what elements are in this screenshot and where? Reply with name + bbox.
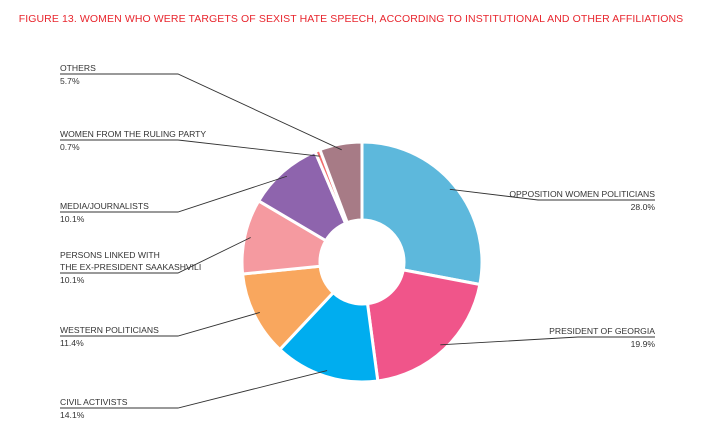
slice-label-others: OTHERS — [60, 63, 96, 73]
slice-label-western-politicians: WESTERN POLITICIANS — [60, 325, 159, 335]
slice-civil-activists — [277, 290, 380, 384]
slice-label-president-of-georgia: PRESIDENT OF GEORGIA — [549, 326, 655, 336]
chart-title: FIGURE 13. WOMEN WHO WERE TARGETS OF SEX… — [19, 13, 684, 25]
slice-value-president-of-georgia: 19.9% — [631, 339, 656, 349]
leader-line-women-from-the-ruling-party — [60, 139, 320, 157]
slice-value-persons-linked-with-the-ex-president-saakashvili: 10.1% — [60, 275, 85, 285]
slice-president-of-georgia — [365, 268, 482, 383]
slice-value-others: 5.7% — [60, 76, 80, 86]
leader-line-others — [60, 73, 342, 151]
leader-line-president-of-georgia — [440, 336, 655, 346]
slice-value-women-from-the-ruling-party: 0.7% — [60, 142, 80, 152]
slice-label-civil-activists: CIVIL ACTIVISTS — [60, 397, 128, 407]
slice-opposition-women-politicians — [360, 140, 484, 287]
slice-label-women-from-the-ruling-party: WOMEN FROM THE RULING PARTY — [60, 129, 206, 139]
slice-value-western-politicians: 11.4% — [60, 338, 84, 348]
slice-value-media-journalists: 10.1% — [60, 214, 85, 224]
slice-value-civil-activists: 14.1% — [60, 410, 85, 420]
slice-label-persons-linked-with-the-ex-president-saakashvili-line-2: THE EX-PRESIDENT SAAKASHVILI — [60, 262, 201, 272]
leader-line-media-journalists — [60, 175, 288, 213]
slice-label-persons-linked-with-the-ex-president-saakashvili-line-1: PERSONS LINKED WITH — [60, 250, 160, 260]
leaders-group — [60, 73, 655, 409]
leader-line-opposition-women-politicians — [449, 188, 655, 201]
leader-line-western-politicians — [60, 312, 260, 337]
leader-line-persons-linked-with-the-ex-president-saakashvili — [60, 237, 251, 274]
leader-line-civil-activists — [60, 370, 328, 409]
slice-value-opposition-women-politicians: 28.0% — [631, 202, 656, 212]
slice-label-opposition-women-politicians: OPPOSITION WOMEN POLITICIANS — [509, 189, 655, 199]
slice-label-media-journalists: MEDIA/JOURNALISTS — [60, 201, 149, 211]
slices-group — [240, 140, 484, 384]
labels-group: OPPOSITION WOMEN POLITICIANS 28.0% PRESIDE… — [60, 63, 655, 420]
